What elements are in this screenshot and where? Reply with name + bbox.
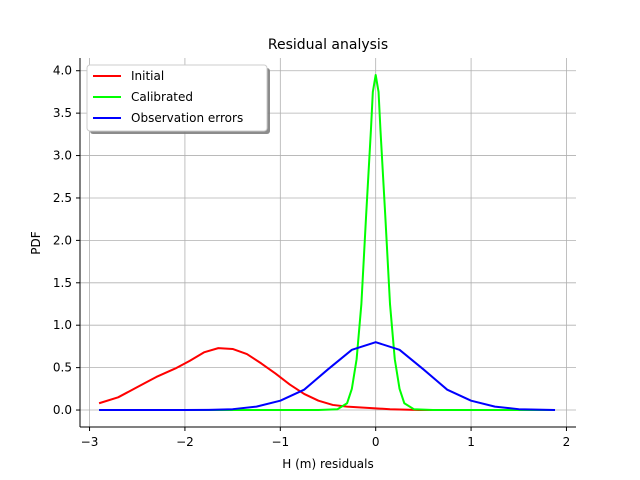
x-tick-label: 2 — [563, 435, 571, 449]
y-tick-label: 2.5 — [53, 191, 72, 205]
legend: Initial Calibrated Observation errors — [86, 64, 270, 134]
y-tick-label: 3.0 — [53, 149, 72, 163]
x-tick-label: −1 — [271, 435, 289, 449]
x-axis-label: H (m) residuals — [282, 457, 374, 471]
legend-label: Initial — [131, 69, 164, 83]
x-ticks: −3 −2 −1 0 1 2 — [81, 427, 571, 449]
y-tick-label: 4.0 — [53, 64, 72, 78]
x-tick-label: 0 — [372, 435, 380, 449]
y-tick-label: 1.5 — [53, 276, 72, 290]
y-tick-label: 2.0 — [53, 233, 72, 247]
x-tick-label: 1 — [467, 435, 475, 449]
legend-box — [86, 64, 268, 132]
series-line-initial — [98, 347, 433, 412]
y-tick-label: 0.5 — [53, 361, 72, 375]
chart-title: Residual analysis — [268, 37, 388, 53]
y-axis-label: PDF — [29, 231, 43, 254]
y-tick-label: 1.0 — [53, 318, 72, 332]
series-line-calibrated — [99, 73, 556, 412]
y-tick-label: 0.0 — [53, 403, 72, 417]
legend-items: Initial Calibrated Observation errors — [93, 69, 243, 125]
y-tick-label: 3.5 — [53, 106, 72, 120]
x-tick-label: −2 — [176, 435, 194, 449]
legend-label: Calibrated — [131, 90, 193, 104]
axes — [79, 58, 576, 428]
series-line-observation-errors — [99, 341, 556, 412]
grid — [80, 58, 576, 427]
legend-label: Observation errors — [131, 111, 243, 125]
x-tick-label: −3 — [81, 435, 99, 449]
y-ticks: 0.0 0.5 1.0 1.5 2.0 2.5 3.0 3.5 4.0 — [53, 64, 80, 417]
series-lines — [98, 73, 556, 412]
